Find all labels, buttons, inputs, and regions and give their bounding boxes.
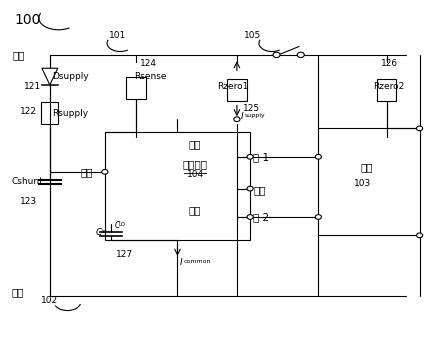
FancyBboxPatch shape — [126, 78, 146, 99]
Text: 感测: 感测 — [81, 167, 93, 177]
Circle shape — [315, 154, 322, 159]
Text: 线路: 线路 — [12, 50, 25, 60]
Text: 102: 102 — [41, 296, 58, 305]
Text: 100: 100 — [15, 13, 41, 27]
Text: 127: 127 — [116, 250, 133, 259]
Text: 103: 103 — [354, 179, 371, 188]
Circle shape — [416, 233, 423, 238]
Text: I: I — [180, 258, 183, 267]
Text: 101: 101 — [109, 31, 127, 40]
Text: C: C — [115, 221, 120, 231]
Text: Rzero1: Rzero1 — [217, 82, 249, 91]
Circle shape — [247, 215, 253, 219]
Circle shape — [247, 154, 253, 159]
Text: Dsupply: Dsupply — [52, 72, 89, 81]
Text: Rsense: Rsense — [134, 72, 167, 81]
FancyBboxPatch shape — [319, 128, 420, 235]
Text: 开关: 开关 — [253, 185, 266, 195]
Text: 零 1: 零 1 — [253, 152, 269, 162]
Text: common: common — [184, 259, 212, 264]
FancyBboxPatch shape — [227, 79, 247, 101]
FancyBboxPatch shape — [377, 79, 396, 101]
Text: 126: 126 — [381, 59, 398, 68]
Circle shape — [102, 170, 108, 174]
Text: supply: supply — [245, 113, 265, 118]
Circle shape — [247, 186, 253, 191]
Text: 124: 124 — [140, 59, 157, 68]
Text: 公共: 公共 — [189, 205, 201, 215]
Text: C: C — [96, 228, 102, 237]
Circle shape — [273, 52, 280, 58]
Text: Rzero2: Rzero2 — [373, 82, 404, 91]
FancyBboxPatch shape — [42, 102, 58, 124]
Text: I: I — [241, 112, 243, 121]
FancyBboxPatch shape — [105, 132, 250, 240]
Circle shape — [234, 117, 240, 122]
Text: 104: 104 — [187, 170, 204, 179]
Circle shape — [315, 215, 322, 219]
Text: 零 2: 零 2 — [253, 212, 269, 222]
Text: Cshunt: Cshunt — [11, 177, 43, 186]
Text: Rsupply: Rsupply — [52, 109, 88, 118]
Text: 122: 122 — [19, 107, 37, 116]
Text: 125: 125 — [243, 104, 260, 113]
Text: 电子电路: 电子电路 — [183, 159, 208, 169]
Text: 中性: 中性 — [11, 287, 23, 297]
Text: 105: 105 — [244, 31, 261, 40]
Text: LO: LO — [119, 222, 126, 227]
Text: io: io — [102, 229, 107, 234]
Circle shape — [416, 126, 423, 131]
Text: 负载: 负载 — [361, 162, 373, 172]
Text: 供电: 供电 — [189, 140, 201, 149]
Circle shape — [297, 52, 304, 58]
Polygon shape — [42, 68, 58, 85]
Text: 123: 123 — [19, 197, 37, 207]
Text: 121: 121 — [24, 82, 41, 91]
